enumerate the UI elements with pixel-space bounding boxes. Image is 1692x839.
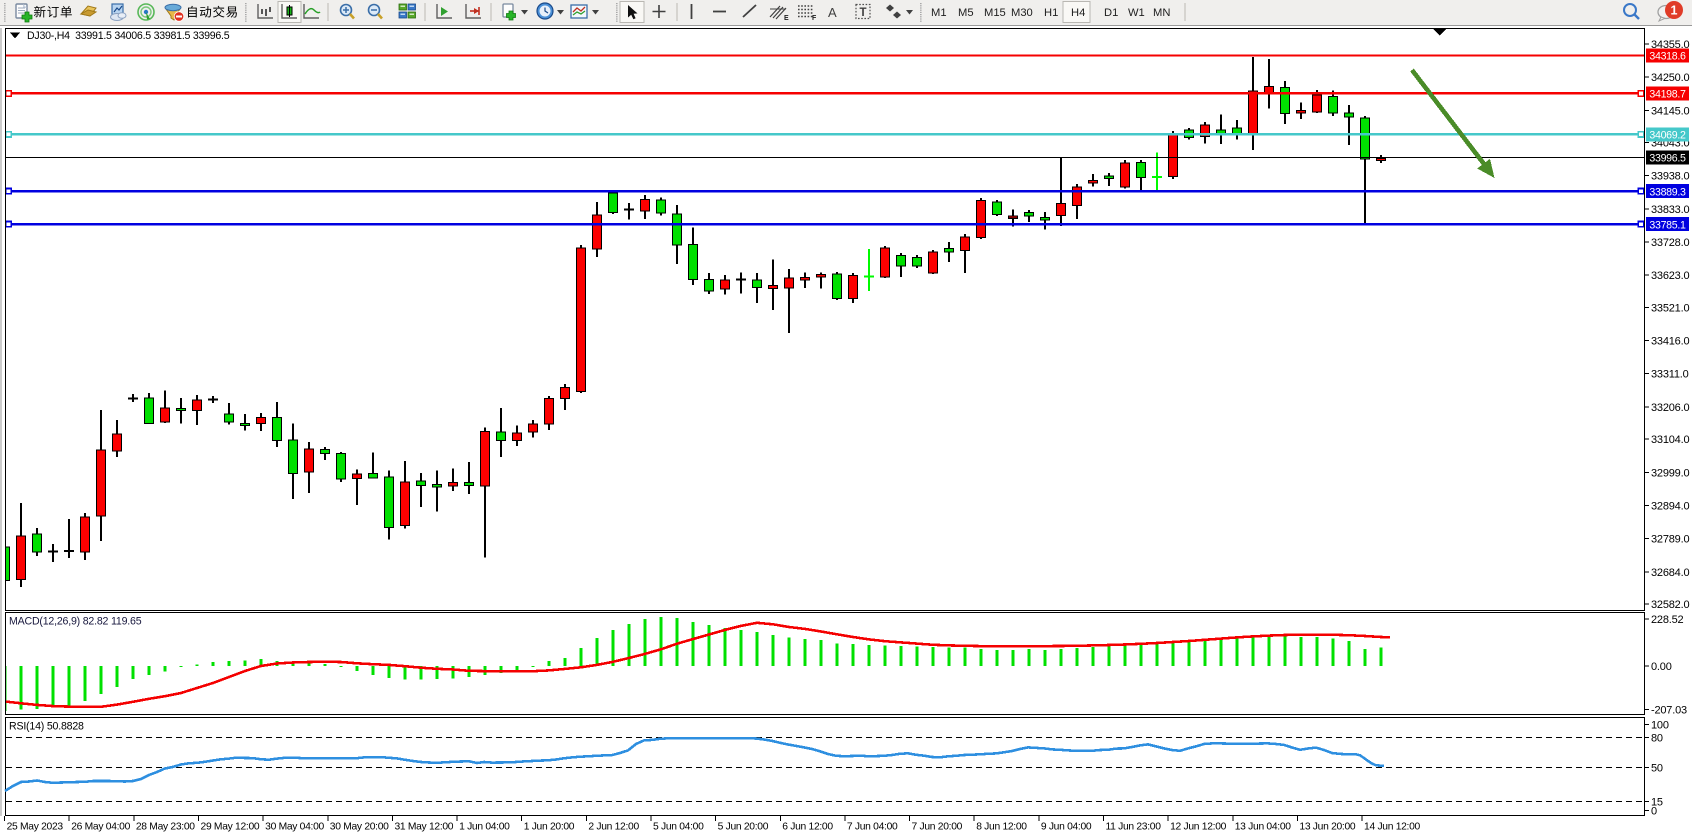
svg-text:2 Jun 12:00: 2 Jun 12:00 xyxy=(588,822,639,833)
svg-text:9 Jun 04:00: 9 Jun 04:00 xyxy=(1041,822,1092,833)
svg-text:50: 50 xyxy=(1651,762,1663,774)
svg-text:15: 15 xyxy=(1651,797,1663,809)
svg-text:F: F xyxy=(812,15,817,22)
svg-text:30 May 20:00: 30 May 20:00 xyxy=(330,822,389,833)
svg-text:33311.0: 33311.0 xyxy=(1651,369,1689,381)
svg-text:33996.5: 33996.5 xyxy=(1649,153,1686,165)
svg-text:-207.03: -207.03 xyxy=(1651,704,1687,716)
svg-text:80: 80 xyxy=(1651,733,1663,745)
svg-text:D1: D1 xyxy=(1104,7,1118,19)
svg-text:M5: M5 xyxy=(958,7,974,19)
svg-text:11 Jun 23:00: 11 Jun 23:00 xyxy=(1105,822,1161,833)
svg-text:6 Jun 12:00: 6 Jun 12:00 xyxy=(782,822,833,833)
svg-text:A: A xyxy=(828,5,837,20)
svg-text:33206.0: 33206.0 xyxy=(1651,402,1689,414)
svg-text:32894.0: 32894.0 xyxy=(1651,500,1689,512)
svg-text:25 May 2023: 25 May 2023 xyxy=(7,822,64,833)
svg-text:E: E xyxy=(784,15,789,22)
svg-text:34069.2: 34069.2 xyxy=(1649,130,1686,142)
svg-text:MN: MN xyxy=(1153,7,1170,19)
svg-text:8 Jun 12:00: 8 Jun 12:00 xyxy=(976,822,1027,833)
svg-text:5 Jun 20:00: 5 Jun 20:00 xyxy=(718,822,769,833)
svg-text:12 Jun 12:00: 12 Jun 12:00 xyxy=(1170,822,1227,833)
svg-text:29 May 12:00: 29 May 12:00 xyxy=(201,822,260,833)
svg-text:MACD(12,26,9) 82.82 119.65: MACD(12,26,9) 82.82 119.65 xyxy=(9,616,142,628)
svg-text:34198.7: 34198.7 xyxy=(1649,89,1686,101)
svg-text:32999.0: 32999.0 xyxy=(1651,467,1689,479)
svg-text:T: T xyxy=(860,7,867,19)
svg-text:M1: M1 xyxy=(931,7,947,19)
svg-text:34355.0: 34355.0 xyxy=(1651,39,1689,51)
svg-text:0: 0 xyxy=(1651,806,1657,818)
svg-text:1: 1 xyxy=(1671,4,1678,18)
svg-text:28 May 23:00: 28 May 23:00 xyxy=(136,822,195,833)
svg-text:33521.0: 33521.0 xyxy=(1651,302,1689,314)
svg-text:100: 100 xyxy=(1651,719,1669,731)
svg-text:DJ30-,H4 33991.5 34006.5 3398: DJ30-,H4 33991.5 34006.5 33981.5 33996.5 xyxy=(27,30,230,42)
svg-text:34318.6: 34318.6 xyxy=(1649,51,1686,63)
svg-text:RSI(14) 50.8828: RSI(14) 50.8828 xyxy=(9,721,84,733)
svg-text:33623.0: 33623.0 xyxy=(1651,270,1689,282)
svg-text:30 May 04:00: 30 May 04:00 xyxy=(265,822,324,833)
svg-text:M30: M30 xyxy=(1011,7,1033,19)
svg-text:228.52: 228.52 xyxy=(1651,614,1684,626)
svg-text:H4: H4 xyxy=(1071,7,1085,19)
svg-text:33938.0: 33938.0 xyxy=(1651,171,1689,183)
svg-text:33728.0: 33728.0 xyxy=(1651,237,1689,249)
svg-text:33889.3: 33889.3 xyxy=(1649,186,1686,198)
svg-text:33416.0: 33416.0 xyxy=(1651,336,1689,348)
svg-text:13 Jun 04:00: 13 Jun 04:00 xyxy=(1235,822,1292,833)
svg-text:32582.0: 32582.0 xyxy=(1651,599,1689,611)
svg-text:34250.0: 34250.0 xyxy=(1651,72,1689,84)
svg-text:7 Jun 04:00: 7 Jun 04:00 xyxy=(847,822,898,833)
svg-text:1 Jun 20:00: 1 Jun 20:00 xyxy=(524,822,575,833)
svg-text:33104.0: 33104.0 xyxy=(1651,434,1689,446)
svg-text:32789.0: 32789.0 xyxy=(1651,534,1689,546)
svg-text:7 Jun 20:00: 7 Jun 20:00 xyxy=(912,822,963,833)
svg-text:H1: H1 xyxy=(1044,7,1058,19)
svg-text:13 Jun 20:00: 13 Jun 20:00 xyxy=(1299,822,1356,833)
svg-text:1 Jun 04:00: 1 Jun 04:00 xyxy=(459,822,510,833)
svg-text:31 May 12:00: 31 May 12:00 xyxy=(394,822,453,833)
svg-text:W1: W1 xyxy=(1128,7,1145,19)
svg-text:33833.0: 33833.0 xyxy=(1651,204,1689,216)
svg-text:34145.0: 34145.0 xyxy=(1651,105,1689,117)
svg-text:0.00: 0.00 xyxy=(1651,661,1672,673)
svg-text:32684.0: 32684.0 xyxy=(1651,567,1689,579)
svg-text:26 May 04:00: 26 May 04:00 xyxy=(71,822,130,833)
svg-text:M15: M15 xyxy=(984,7,1006,19)
svg-text:5 Jun 04:00: 5 Jun 04:00 xyxy=(653,822,704,833)
svg-text:33785.1: 33785.1 xyxy=(1649,219,1686,231)
svg-text:14 Jun 12:00: 14 Jun 12:00 xyxy=(1364,822,1421,833)
